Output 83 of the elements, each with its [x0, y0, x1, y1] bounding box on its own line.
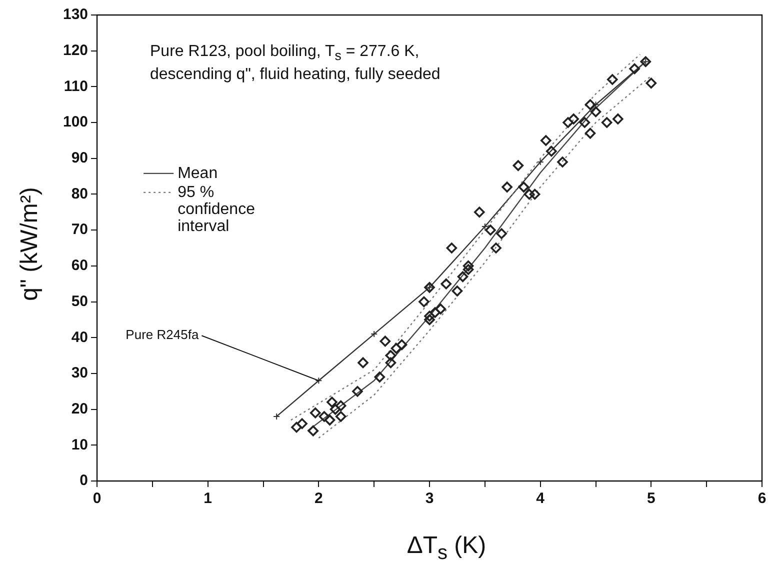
point [457, 271, 468, 282]
point [485, 224, 496, 236]
x-tick-label: 3 [425, 490, 434, 508]
point [324, 414, 336, 426]
point [335, 411, 346, 422]
point [474, 206, 485, 218]
point [646, 78, 657, 89]
point [562, 117, 574, 128]
point [396, 339, 408, 350]
point [490, 242, 502, 254]
y-tick-label: 30 [71, 364, 88, 382]
point [612, 114, 624, 124]
y-tick-label: 50 [71, 292, 88, 310]
y-tick-label: 100 [62, 114, 88, 131]
y-tick-label: 60 [71, 257, 88, 274]
point [601, 117, 612, 128]
point [629, 63, 640, 74]
point [584, 99, 596, 110]
x-tick-label: 5 [647, 490, 656, 508]
point [296, 418, 308, 430]
x-tick-label: 1 [204, 490, 212, 508]
point [310, 407, 321, 418]
point [385, 350, 396, 361]
point [318, 411, 330, 422]
point [358, 357, 368, 368]
annotation: Pure R123, pool boiling, T$_{s}$ = 277.6 K, descending q", fluid heating, fully seeded [150, 42, 442, 84]
point [374, 372, 386, 382]
point [390, 342, 402, 354]
point [335, 400, 346, 412]
y-tick-label: 80 [71, 185, 88, 202]
point [330, 404, 341, 415]
point [590, 106, 602, 118]
y-tick-label: 70 [71, 221, 88, 238]
point [518, 182, 530, 192]
x-tick-label: 0 [92, 490, 102, 508]
legend-label: Mean [178, 164, 218, 182]
point [540, 135, 552, 146]
point [512, 160, 524, 171]
point [557, 156, 568, 168]
point [446, 242, 458, 254]
point [481, 222, 488, 230]
point [435, 304, 446, 314]
point [370, 330, 378, 338]
point [326, 396, 338, 408]
legend-label: 95 % confidence interval [178, 184, 256, 235]
point [524, 188, 535, 200]
x-tick-label: 2 [314, 490, 323, 508]
point [308, 425, 319, 436]
y-tick-label: 10 [71, 436, 88, 454]
point [418, 296, 430, 308]
point [440, 278, 452, 290]
y-axis-title: q" (kW/m²) [16, 186, 44, 303]
point [291, 422, 302, 433]
point [529, 188, 540, 200]
point [502, 182, 512, 192]
point [315, 377, 322, 384]
point [462, 264, 474, 275]
y-tick-label: 130 [62, 6, 88, 24]
point [385, 357, 396, 368]
x-tick-label: 4 [536, 490, 546, 508]
point [568, 114, 579, 124]
point [462, 260, 474, 272]
point [424, 314, 435, 326]
point [424, 310, 435, 322]
x-tick-label: 6 [758, 490, 766, 508]
y-tick-label: 40 [71, 328, 88, 346]
point [584, 128, 596, 139]
point [579, 117, 590, 128]
y-tick-label: 110 [64, 78, 88, 95]
point [606, 74, 618, 85]
point [352, 386, 363, 397]
point [536, 158, 544, 166]
point [430, 307, 440, 318]
x-axis-title: ΔT$_{s}$ (K) [406, 532, 488, 565]
y-tick-label: 120 [62, 42, 88, 59]
y-tick-label: 90 [71, 150, 88, 167]
annotation: Pure R245fa [126, 327, 200, 342]
y-tick-label: 20 [71, 400, 88, 418]
point [452, 286, 463, 296]
point [380, 336, 391, 347]
point [546, 146, 557, 157]
point [496, 228, 507, 240]
y-tick-label: 0 [80, 472, 88, 490]
